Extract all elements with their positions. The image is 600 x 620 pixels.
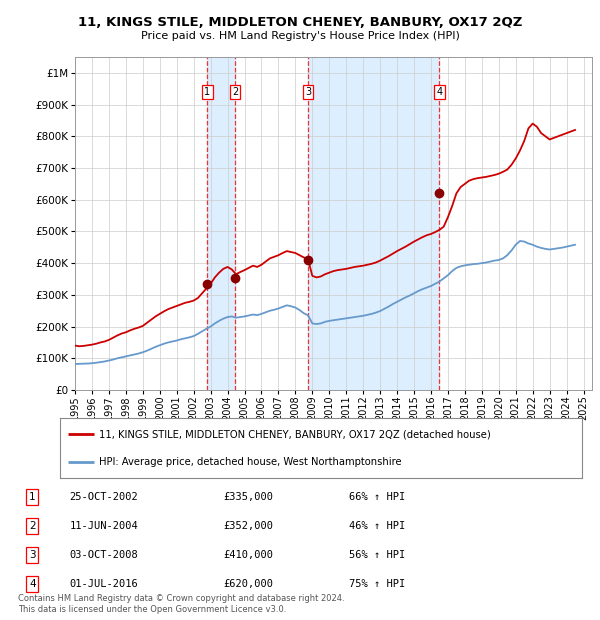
Bar — [308, 57, 439, 390]
Text: 3: 3 — [305, 87, 311, 97]
Text: £410,000: £410,000 — [223, 550, 273, 560]
Text: 4: 4 — [436, 87, 443, 97]
Text: 1: 1 — [205, 87, 211, 97]
Text: £335,000: £335,000 — [223, 492, 273, 502]
Text: 75% ↑ HPI: 75% ↑ HPI — [349, 578, 405, 588]
Text: 11, KINGS STILE, MIDDLETON CHENEY, BANBURY, OX17 2QZ: 11, KINGS STILE, MIDDLETON CHENEY, BANBU… — [78, 16, 522, 29]
Text: £352,000: £352,000 — [223, 521, 273, 531]
Text: 46% ↑ HPI: 46% ↑ HPI — [349, 521, 405, 531]
Text: 11-JUN-2004: 11-JUN-2004 — [70, 521, 138, 531]
Text: 03-OCT-2008: 03-OCT-2008 — [70, 550, 138, 560]
Text: 4: 4 — [29, 578, 35, 588]
Text: 01-JUL-2016: 01-JUL-2016 — [70, 578, 138, 588]
Text: Price paid vs. HM Land Registry's House Price Index (HPI): Price paid vs. HM Land Registry's House … — [140, 31, 460, 41]
Text: Contains HM Land Registry data © Crown copyright and database right 2024.
This d: Contains HM Land Registry data © Crown c… — [18, 595, 344, 614]
Text: 2: 2 — [232, 87, 238, 97]
Text: 66% ↑ HPI: 66% ↑ HPI — [349, 492, 405, 502]
Text: 56% ↑ HPI: 56% ↑ HPI — [349, 550, 405, 560]
Text: 25-OCT-2002: 25-OCT-2002 — [70, 492, 138, 502]
Text: £620,000: £620,000 — [223, 578, 273, 588]
Text: 2: 2 — [29, 521, 35, 531]
Text: 1: 1 — [29, 492, 35, 502]
Bar — [208, 57, 235, 390]
Text: HPI: Average price, detached house, West Northamptonshire: HPI: Average price, detached house, West… — [99, 457, 402, 467]
Text: 3: 3 — [29, 550, 35, 560]
Text: 11, KINGS STILE, MIDDLETON CHENEY, BANBURY, OX17 2QZ (detached house): 11, KINGS STILE, MIDDLETON CHENEY, BANBU… — [99, 429, 491, 439]
